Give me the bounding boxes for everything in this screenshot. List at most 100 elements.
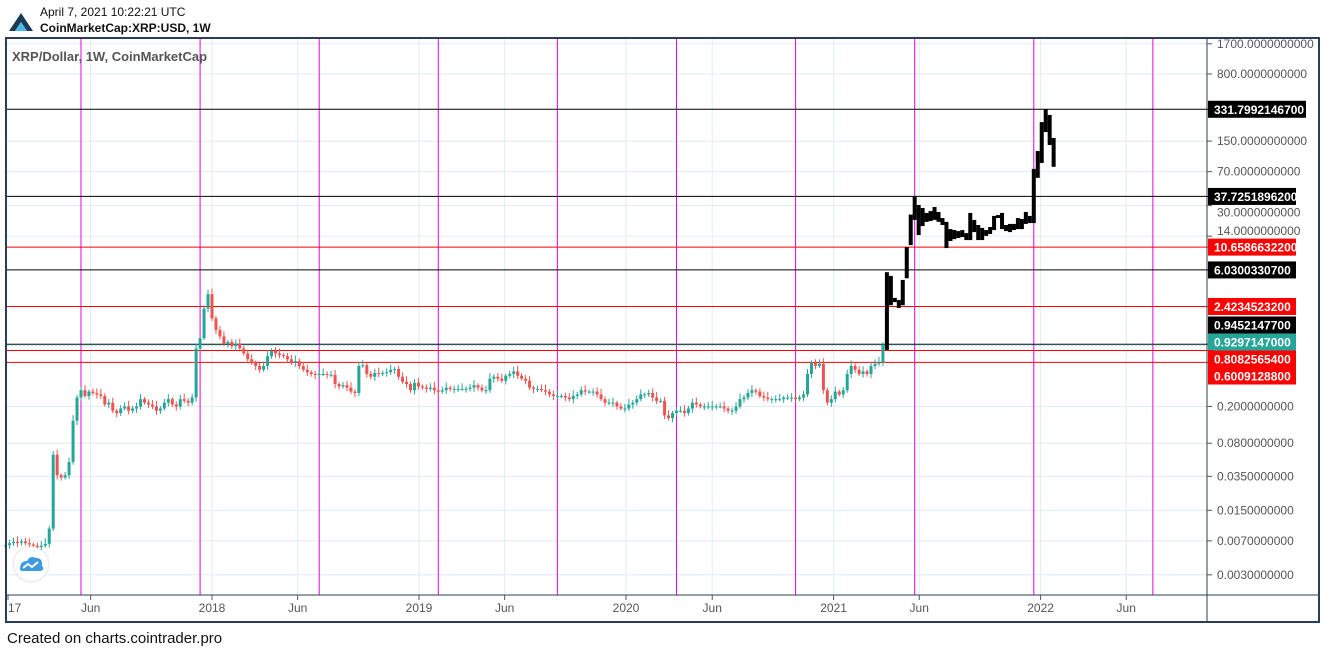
candle-body <box>571 395 575 400</box>
projection-bar <box>1000 212 1005 230</box>
projection-bar <box>920 207 925 227</box>
candle-body <box>397 368 401 377</box>
price-label-box <box>1208 238 1296 256</box>
candle-body <box>766 397 770 400</box>
x-tick-label: 17 <box>8 601 22 615</box>
candle-body <box>143 399 147 403</box>
x-tick-label: Jun <box>495 601 514 615</box>
candle-body <box>345 385 349 388</box>
candle-body <box>91 391 95 393</box>
price-label-text: 0.6009128800 <box>1214 369 1291 383</box>
projection-bar <box>924 212 929 222</box>
candle-body <box>15 542 19 544</box>
candle-body <box>595 391 599 395</box>
projection-bar <box>888 275 893 306</box>
candle-body <box>480 387 484 391</box>
candle-body <box>790 397 794 399</box>
candle-body <box>357 365 361 393</box>
projection-bar <box>960 230 965 238</box>
candle-body <box>532 387 536 389</box>
candle-body <box>667 415 671 419</box>
candle-body <box>718 406 722 408</box>
candle-body <box>258 365 262 370</box>
candle-body <box>750 390 754 393</box>
projection-bar <box>904 246 909 279</box>
candle-body <box>738 399 742 407</box>
candle-body <box>512 371 516 374</box>
candle-body <box>266 356 270 366</box>
candle-body <box>873 363 877 366</box>
chart-frame <box>5 37 1320 623</box>
y-tick-label: 0.0800000000 <box>1217 436 1294 450</box>
time-axis <box>0 595 1324 622</box>
price-label-text: 0.9452147700 <box>1214 318 1291 332</box>
y-tick-label: 0.0030000000 <box>1217 568 1294 582</box>
projection-bar <box>948 229 953 242</box>
candle-body <box>123 406 127 409</box>
candle-body <box>297 361 301 366</box>
candle-body <box>377 373 381 375</box>
candle-body <box>214 318 218 330</box>
candle-body <box>794 397 798 400</box>
projection-bar <box>956 231 961 238</box>
watermark-logo-icon <box>14 547 48 581</box>
projection-bar <box>984 230 989 236</box>
candle-body <box>468 387 472 389</box>
candle-body <box>540 388 544 391</box>
candle-body <box>71 420 75 463</box>
y-tick-label: 0.0070000000 <box>1217 534 1294 548</box>
projection-bar <box>1047 114 1052 146</box>
candle-body <box>710 406 714 408</box>
candle-body <box>730 410 734 412</box>
candle-body <box>412 382 416 391</box>
projection-bar <box>936 211 941 222</box>
candle-body <box>55 454 59 476</box>
candle-body <box>250 359 254 363</box>
candle-body <box>305 369 309 373</box>
candle-body <box>103 395 107 405</box>
candle-body <box>440 390 444 392</box>
candle-body <box>869 365 873 374</box>
candle-body <box>758 391 762 396</box>
candle-body <box>587 391 591 393</box>
candle-body <box>754 390 758 392</box>
candle-body <box>881 344 885 363</box>
candle-body <box>543 390 547 392</box>
candle-body <box>59 475 63 478</box>
candle-body <box>496 376 500 379</box>
candle-body <box>115 410 119 413</box>
price-label-box <box>1208 350 1296 368</box>
x-tick-label: Jun <box>1117 601 1136 615</box>
candle-body <box>786 397 790 399</box>
candle-body <box>226 341 230 345</box>
candle-body <box>420 386 424 388</box>
projection-bar <box>900 279 905 306</box>
candle-body <box>12 542 15 544</box>
candle-body <box>583 390 587 392</box>
candle-body <box>655 397 659 401</box>
candle-body <box>563 395 567 398</box>
candle-body <box>579 390 583 395</box>
candle-body <box>714 406 718 408</box>
candle-body <box>190 397 194 403</box>
projection-bar <box>972 219 977 233</box>
candle-body <box>246 353 250 360</box>
candle-body <box>23 541 27 544</box>
projection-bar <box>1035 151 1040 178</box>
candle-body <box>841 390 845 395</box>
projection-bar <box>1051 138 1056 167</box>
candle-body <box>778 399 782 401</box>
candle-body <box>448 387 452 389</box>
candle-body <box>555 395 559 397</box>
candle-body <box>289 359 293 363</box>
candle-body <box>222 336 226 345</box>
candle-body <box>313 373 317 375</box>
plot-area <box>0 39 1207 595</box>
candle-body <box>627 404 631 409</box>
candle-body <box>690 402 694 409</box>
candle-body <box>135 406 139 409</box>
projection-bar <box>940 218 945 225</box>
candle-body <box>281 355 285 357</box>
candle-body <box>158 408 162 411</box>
